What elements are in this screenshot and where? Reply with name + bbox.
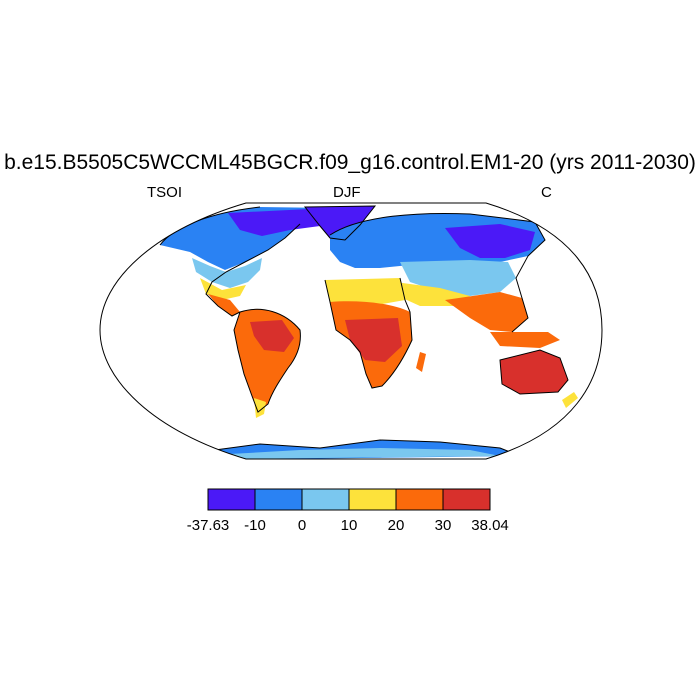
- variable-label: TSOI: [147, 184, 183, 201]
- indonesia-hot: [490, 332, 560, 348]
- colorbar-swatch: [348, 488, 397, 511]
- australia-hot: [500, 350, 568, 394]
- greenland: [305, 206, 375, 240]
- colorbar-swatch: [442, 488, 491, 511]
- colorbar-tick-label: 20: [387, 517, 405, 534]
- colorbar-tick-label: 30: [434, 517, 452, 534]
- madagascar: [416, 352, 426, 372]
- units-label: C: [541, 184, 552, 201]
- colorbar-swatch: [207, 488, 256, 511]
- colorbar-tick-label: -37.63: [186, 517, 230, 534]
- colorbar-tick-label: 38.04: [471, 517, 509, 534]
- north-america-mild: [192, 258, 262, 288]
- us-south-warm: [200, 278, 246, 300]
- colorbar: [207, 488, 491, 511]
- amazon-hot: [250, 320, 294, 352]
- colorbar-swatch: [395, 488, 444, 511]
- coastlines: [159, 205, 569, 457]
- antarctica-interior: [230, 448, 500, 459]
- season-label: DJF: [333, 184, 361, 201]
- colorbar-swatch: [254, 488, 303, 511]
- patagonia-mild: [254, 398, 266, 418]
- new-zealand: [562, 392, 578, 408]
- north-africa-warm: [325, 278, 405, 308]
- mexico: [208, 294, 240, 316]
- colorbar-tick-label: 10: [340, 517, 358, 534]
- plot-title: b.e15.B5505C5WCCML45BGCR.f09_g16.control…: [4, 151, 696, 174]
- colorbar-tick-label: 0: [297, 517, 307, 534]
- colorbar-swatch: [301, 488, 350, 511]
- colorbar-tick-label: -10: [244, 517, 266, 534]
- land-fill-layer: [160, 206, 578, 459]
- south-asia-hot: [445, 292, 528, 332]
- map-boundary: [99, 202, 603, 460]
- arctic-canada: [228, 208, 330, 236]
- siberia-very-cold: [445, 224, 535, 258]
